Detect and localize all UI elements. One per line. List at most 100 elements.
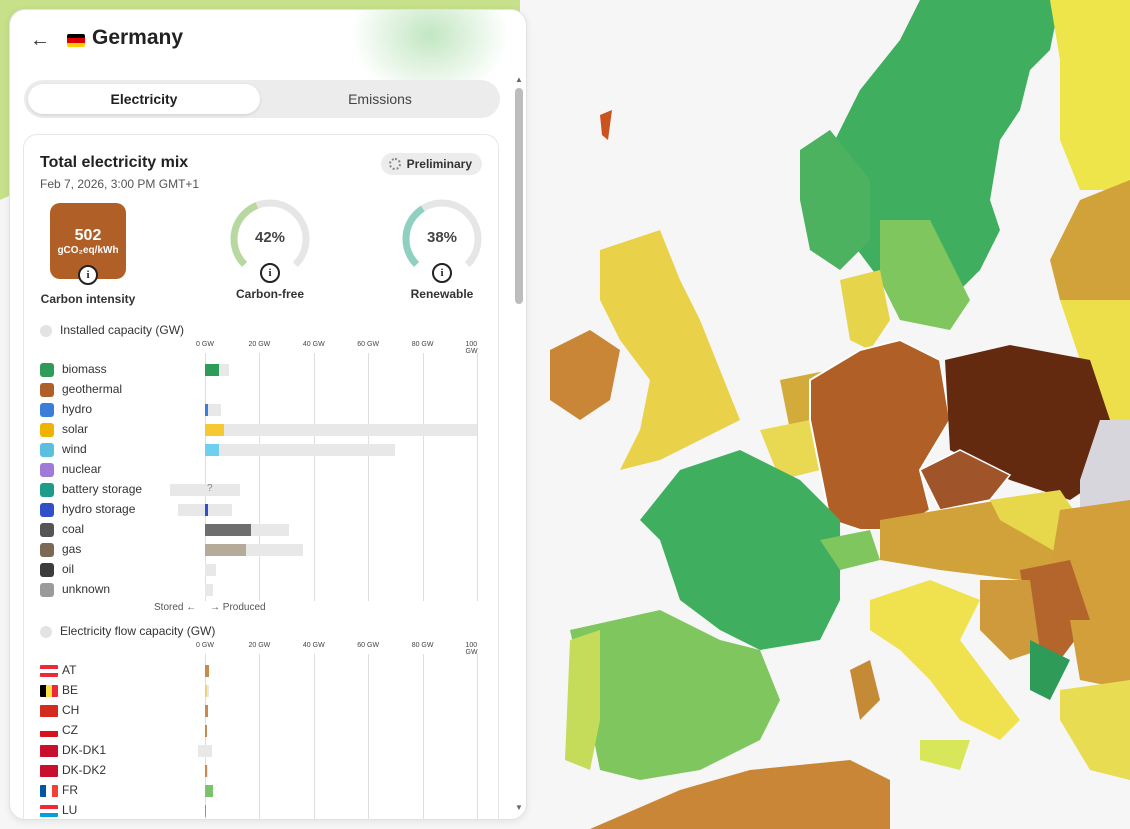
source-label: battery storage: [62, 482, 143, 496]
source-label: gas: [62, 542, 82, 556]
axis-tick-label: 60 GW: [357, 642, 380, 649]
belarus: [1080, 420, 1130, 520]
belgium: [760, 420, 820, 480]
zone-label: LU: [62, 803, 78, 817]
great-britain: [600, 230, 740, 470]
question-icon: [40, 583, 54, 597]
scroll-thumb[interactable]: [515, 88, 523, 304]
carbon-free-info-icon[interactable]: i: [260, 263, 280, 283]
croatia-bosnia: [980, 580, 1040, 660]
coal-icon: [40, 523, 54, 537]
preliminary-label: Preliminary: [406, 157, 472, 171]
gridline: [313, 654, 315, 819]
water-icon: [40, 403, 54, 417]
zone-label: CZ: [62, 723, 78, 737]
gridline: [205, 353, 206, 601]
germany-flag-icon: [67, 34, 85, 47]
installed-capacity-toggle-icon[interactable]: [40, 325, 52, 337]
produced-label: → Produced: [210, 602, 266, 613]
electricity-mix-card: Total electricity mix Feb 7, 2026, 3:00 …: [23, 134, 500, 819]
germany[interactable]: [809, 338, 952, 531]
axis-tick-label: 40 GW: [302, 341, 325, 348]
ireland: [550, 330, 620, 420]
country-name: Germany: [92, 26, 184, 49]
capacity-bar: [205, 584, 214, 596]
zone-label: CH: [62, 703, 80, 717]
flow-bar: [205, 765, 207, 777]
gridline: [313, 353, 315, 601]
back-arrow-icon[interactable]: ←: [30, 29, 50, 51]
axis-tick-label: 0 GW: [196, 642, 214, 649]
bulgaria: [1070, 620, 1130, 690]
switzerland: [820, 530, 880, 570]
gridline: [422, 353, 424, 601]
zone-label: FR: [62, 783, 78, 797]
czechia: [918, 449, 1012, 511]
renewable-label: Renewable: [410, 287, 474, 301]
scrollbar[interactable]: ▲ ▼: [513, 74, 525, 814]
gridline: [259, 353, 261, 601]
renewable-info-icon[interactable]: i: [432, 263, 452, 283]
flow-bar: [205, 665, 210, 677]
baltics: [1050, 180, 1130, 300]
stored-capacity-bar: [169, 484, 205, 496]
luxembourg-flag-icon: [40, 805, 58, 817]
flow-bar: [205, 805, 207, 817]
sicily: [920, 740, 970, 770]
production-bar: [205, 404, 208, 416]
flow-capacity-chart: 0 GW 20 GW 40 GW 60 GW 80 GW 100 GW AT BE CH CZ DK…: [24, 642, 500, 819]
austria-flag-icon: [40, 665, 58, 677]
sardinia: [850, 660, 880, 720]
tab-electricity[interactable]: Electricity: [28, 84, 260, 114]
finland: [1050, 0, 1130, 190]
gridline: [477, 353, 478, 601]
production-bar: [205, 444, 219, 456]
flow-bar: [205, 705, 208, 717]
sun-icon: [40, 423, 54, 437]
italy: [870, 580, 1020, 740]
stored-capacity-bar: [177, 504, 205, 516]
flow-bar: [205, 785, 214, 797]
preliminary-badge[interactable]: Preliminary: [380, 153, 482, 175]
renewable-value: 38%: [426, 229, 458, 246]
france-flag-icon: [40, 785, 58, 797]
flow-capacity-bar: [198, 745, 212, 757]
axis-tick-label: 80 GW: [411, 341, 434, 348]
gridline: [368, 353, 370, 601]
faroe-islands: [600, 110, 612, 140]
axis-tick-label: 100 GW: [465, 341, 478, 355]
lithuania: [1060, 300, 1130, 420]
zone-label: BE: [62, 683, 79, 697]
southern-sweden: [880, 220, 970, 330]
capacity-bar: [205, 504, 233, 516]
carbon-intensity-value: 502: [74, 227, 102, 244]
capacity-bar: [205, 484, 241, 496]
renewable-ring-fill: [402, 199, 482, 279]
flow-bar: [205, 725, 207, 737]
carbon-intensity-label: Carbon intensity: [40, 292, 136, 306]
spain: [570, 610, 780, 780]
source-label: nuclear: [62, 462, 102, 476]
country-panel: ← Germany Electricity Emissions ▲ ▼ Tota…: [9, 9, 527, 820]
card-date: Feb 7, 2026, 3:00 PM GMT+1: [40, 177, 200, 191]
belgium-flag-icon: [40, 685, 58, 697]
scroll-down-icon[interactable]: ▼: [515, 803, 523, 812]
flow-capacity-toggle-icon[interactable]: [40, 626, 52, 638]
axis-tick-label: 60 GW: [357, 341, 380, 348]
gridline: [259, 654, 261, 819]
gridline: [477, 654, 478, 819]
switzerland-flag-icon: [40, 705, 58, 717]
axis-tick-label: 0 GW: [196, 341, 214, 348]
zone-label: DK-DK2: [62, 763, 107, 777]
source-label: wind: [62, 442, 87, 456]
carbon-free-ring-fill: [230, 199, 310, 279]
unknown-value-label: ?: [207, 483, 213, 494]
scroll-up-icon[interactable]: ▲: [515, 75, 523, 84]
tab-emissions[interactable]: Emissions: [348, 91, 412, 107]
axis-tick-label: 80 GW: [411, 642, 434, 649]
czechia-flag-icon: [40, 725, 58, 737]
stored-label: Stored ←: [154, 602, 197, 613]
source-label: coal: [62, 522, 85, 536]
installed-capacity-chart: 0 GW 20 GW 40 GW 60 GW 80 GW 100 GW biomass geo…: [24, 341, 500, 601]
carbon-intensity-info-icon[interactable]: i: [78, 265, 98, 285]
